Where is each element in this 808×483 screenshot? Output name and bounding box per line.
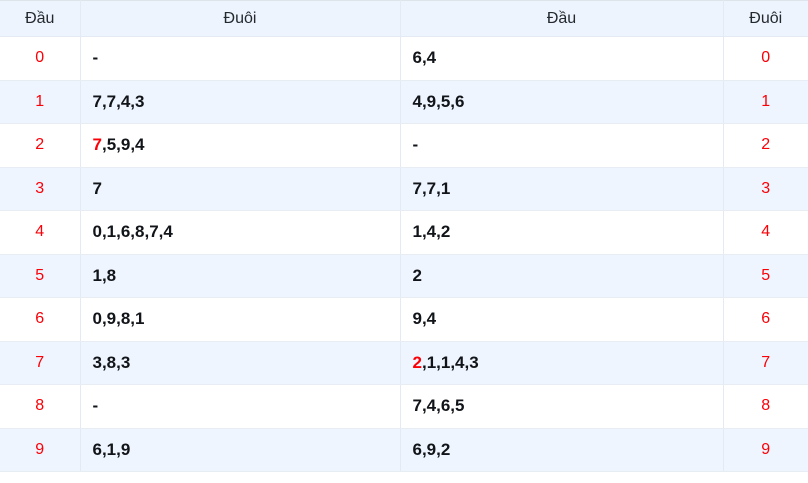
row-index-head-left: 6 <box>0 297 81 342</box>
row-values-text: 6,4 <box>412 48 437 68</box>
row-values-text: 2 <box>412 265 422 285</box>
table-row: 0-6,4 0 <box>0 36 808 81</box>
row-values-tail-left: 6,1,9 <box>80 428 401 472</box>
row-values-head-right: - <box>400 123 724 168</box>
row-values-head-right: 7,7,1 <box>400 167 724 211</box>
row-values-tail-left: 3,8,3 <box>80 341 401 385</box>
row-values-tail-left: 1,8 <box>80 254 401 298</box>
row-index-head-left: 9 <box>0 428 81 472</box>
row-values-head-right: 2,1,1,4,3 <box>400 341 724 385</box>
row-values-text: 7,7,1 <box>412 178 451 198</box>
lottery-head-tail-table: Đầu Đuôi Đầu Đuôi 0-6,4 0 1 7,7,4,3 4,9,5,6 1… <box>0 0 808 472</box>
row-values-text: 7 <box>92 178 102 198</box>
row-index-head-left: 7 <box>0 341 81 385</box>
column-header-head-right: Đầu <box>400 0 724 37</box>
row-values-tail-left: - <box>80 36 401 81</box>
row-values-head-right: 9,4 <box>400 297 724 342</box>
column-header-tail-right: Đuôi <box>723 0 808 37</box>
row-index-tail-right: 8 <box>723 384 808 429</box>
row-values-text: ,5,9,4 <box>101 135 145 155</box>
row-index-tail-right: 2 <box>723 123 808 168</box>
row-values-text: 6,9,2 <box>412 439 451 459</box>
row-index-tail-right: 9 <box>723 428 808 472</box>
row-index-tail-right: 3 <box>723 167 808 211</box>
table-row: 9 6,1,9 6,9,2 9 <box>0 428 808 472</box>
table-row: 3 7 7,7,1 3 <box>0 167 808 211</box>
row-index-head-left: 3 <box>0 167 81 211</box>
row-values-head-right: 4,9,5,6 <box>400 80 724 124</box>
row-values-text: 7,4,6,5 <box>412 396 465 416</box>
row-index-tail-right: 5 <box>723 254 808 298</box>
row-values-head-right: 1,4,2 <box>400 210 724 255</box>
row-index-head-left: 4 <box>0 210 81 255</box>
table-row: 2 7,5,9,4-2 <box>0 123 808 168</box>
row-values-text: 1,8 <box>92 265 117 285</box>
table-row: 5 1,8 2 5 <box>0 254 808 298</box>
row-values-tail-left: 7 <box>80 167 401 211</box>
row-values-text: - <box>412 135 419 155</box>
row-index-tail-right: 7 <box>723 341 808 385</box>
row-index-head-left: 5 <box>0 254 81 298</box>
table-row: 8-7,4,6,5 8 <box>0 384 808 429</box>
row-values-head-right: 7,4,6,5 <box>400 384 724 429</box>
highlighted-digit: 2 <box>412 352 422 372</box>
row-index-tail-right: 4 <box>723 210 808 255</box>
row-values-text: 0,1,6,8,7,4 <box>92 222 173 242</box>
row-index-tail-right: 6 <box>723 297 808 342</box>
row-values-text: 6,1,9 <box>92 439 131 459</box>
row-index-head-left: 8 <box>0 384 81 429</box>
row-index-head-left: 2 <box>0 123 81 168</box>
row-values-tail-left: 0,9,8,1 <box>80 297 401 342</box>
table-row: 1 7,7,4,3 4,9,5,6 1 <box>0 80 808 124</box>
row-values-text: - <box>92 396 99 416</box>
row-index-tail-right: 0 <box>723 36 808 81</box>
row-values-text: ,1,1,4,3 <box>421 352 479 372</box>
row-values-text: 3,8,3 <box>92 352 131 372</box>
row-index-head-left: 1 <box>0 80 81 124</box>
row-values-tail-left: 7,7,4,3 <box>80 80 401 124</box>
row-values-head-right: 6,9,2 <box>400 428 724 472</box>
table-body: 0-6,4 0 1 7,7,4,3 4,9,5,6 1 2 7,5,9,4-2 3 7 7,7,1 3… <box>0 36 808 472</box>
table-row: 7 3,8,3 2,1,1,4,3 7 <box>0 341 808 385</box>
lottery-head-tail-table-container: Đầu Đuôi Đầu Đuôi 0-6,4 0 1 7,7,4,3 4,9,5,6 1… <box>0 0 808 472</box>
table-row: 4 0,1,6,8,7,4 1,4,2 4 <box>0 210 808 255</box>
table-row: 6 0,9,8,1 9,4 6 <box>0 297 808 342</box>
column-header-tail-left: Đuôi <box>80 0 401 37</box>
table-header: Đầu Đuôi Đầu Đuôi <box>0 0 808 37</box>
row-values-text: 1,4,2 <box>412 222 451 242</box>
table-header-row: Đầu Đuôi Đầu Đuôi <box>0 0 808 37</box>
row-values-tail-left: - <box>80 384 401 429</box>
row-values-text: 4,9,5,6 <box>412 91 465 111</box>
row-values-head-right: 2 <box>400 254 724 298</box>
row-values-text: 7,7,4,3 <box>92 91 145 111</box>
row-values-tail-left: 7,5,9,4 <box>80 123 401 168</box>
row-index-tail-right: 1 <box>723 80 808 124</box>
row-values-text: - <box>92 48 99 68</box>
row-values-tail-left: 0,1,6,8,7,4 <box>80 210 401 255</box>
row-values-text: 0,9,8,1 <box>92 309 145 329</box>
row-values-head-right: 6,4 <box>400 36 724 81</box>
column-header-head-left: Đầu <box>0 0 81 37</box>
row-values-text: 9,4 <box>412 309 437 329</box>
row-index-head-left: 0 <box>0 36 81 81</box>
highlighted-digit: 7 <box>92 135 102 155</box>
